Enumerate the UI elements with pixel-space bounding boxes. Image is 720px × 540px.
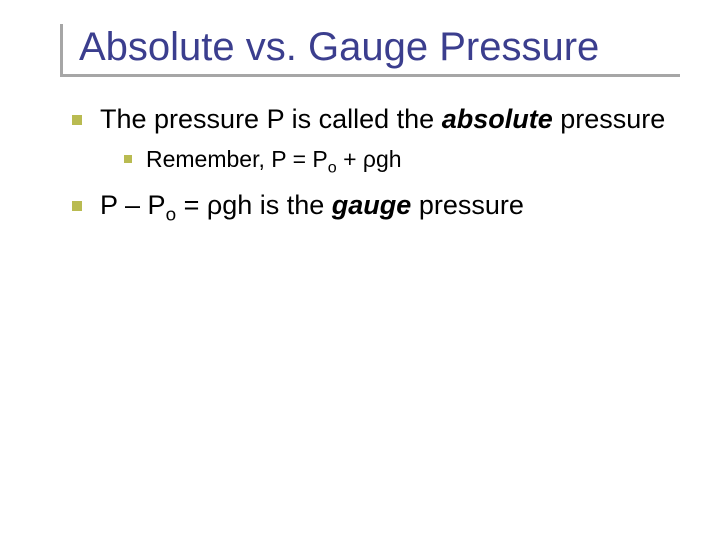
slide: Absolute vs. Gauge Pressure The pressure… xyxy=(0,0,720,540)
bullet-square-icon xyxy=(72,115,82,125)
bullet-level-1: The pressure P is called the absolute pr… xyxy=(72,103,680,137)
bullet-text: The pressure P is called the absolute pr… xyxy=(100,103,665,137)
slide-title: Absolute vs. Gauge Pressure xyxy=(79,24,680,70)
slide-body: The pressure P is called the absolute pr… xyxy=(60,103,680,227)
title-block: Absolute vs. Gauge Pressure xyxy=(60,24,680,77)
bullet-level-1: P – Po = ρgh is the gauge pressure xyxy=(72,189,680,227)
bullet-text: Remember, P = Po + ρgh xyxy=(146,145,402,178)
bullet-square-icon xyxy=(124,155,132,163)
bullet-text: P – Po = ρgh is the gauge pressure xyxy=(100,189,524,227)
bullet-square-icon xyxy=(72,201,82,211)
bullet-level-2: Remember, P = Po + ρgh xyxy=(124,145,680,178)
